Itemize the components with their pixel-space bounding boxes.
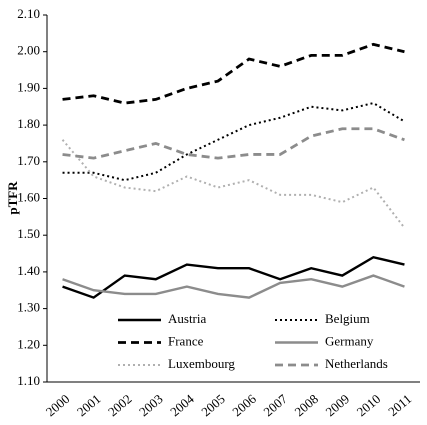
x-tick-label: 2004: [167, 391, 197, 420]
y-tick-label: 1.30: [17, 300, 40, 315]
y-tick-label: 2.10: [17, 6, 40, 21]
legend-label: Germany: [325, 333, 374, 348]
y-tick-label: 1.50: [17, 226, 40, 241]
y-tick-label: 1.90: [17, 79, 40, 94]
line-series: [62, 102, 405, 182]
legend-label: Netherlands: [325, 356, 388, 371]
y-tick-label: 2.00: [17, 43, 40, 58]
legend-label: Luxembourg: [168, 356, 235, 371]
line-series: [62, 42, 405, 105]
x-tick-label: 2002: [105, 391, 135, 419]
x-tick-label: 2005: [198, 391, 228, 419]
y-axis-label: pTFR: [5, 181, 20, 215]
x-tick-label: 2003: [136, 391, 166, 419]
x-tick-label: 2000: [43, 391, 73, 419]
x-tick-label: 2007: [260, 391, 290, 420]
legend-label: Austria: [168, 311, 207, 326]
x-tick-label: 2008: [291, 391, 321, 419]
line-series: [61, 139, 406, 229]
x-tick-label: 2011: [385, 391, 414, 419]
x-tick-label: 2001: [74, 391, 104, 419]
legend-label: France: [168, 333, 204, 348]
y-tick-label: 1.40: [17, 263, 40, 278]
line-series: [62, 274, 405, 299]
y-tick-label: 1.70: [17, 153, 40, 168]
y-tick-label: 1.60: [17, 189, 40, 204]
y-tick-label: 1.80: [17, 116, 40, 131]
x-tick-label: 2010: [354, 391, 384, 419]
legend-label: Belgium: [325, 311, 370, 326]
x-tick-label: 2006: [229, 391, 259, 420]
y-tick-label: 1.20: [17, 336, 40, 351]
line-series: [62, 255, 405, 299]
line-series: [62, 127, 405, 160]
y-tick-label: 1.10: [17, 373, 40, 388]
x-tick-label: 2009: [323, 391, 353, 419]
